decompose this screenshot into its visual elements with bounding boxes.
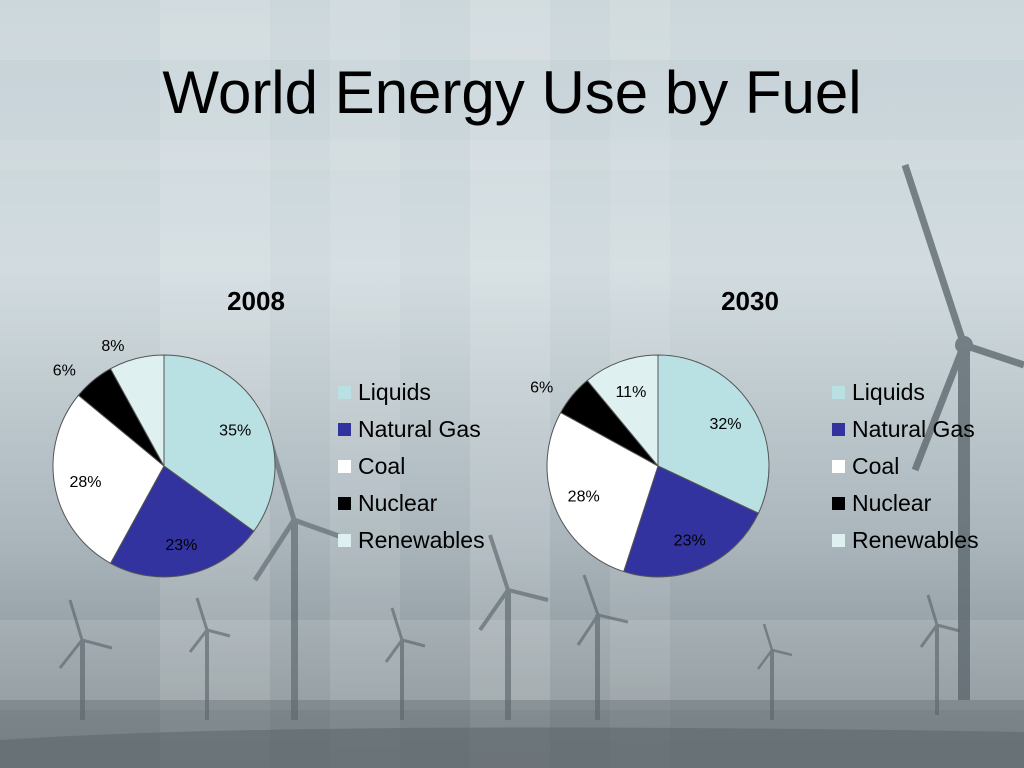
legend-item-nuclear: Nuclear [832, 485, 979, 522]
legend-2008: Liquids Natural Gas Coal Nuclear Renewables [338, 374, 485, 559]
legend-item-liquids: Liquids [832, 374, 979, 411]
legend-swatch-renewables [832, 534, 845, 547]
data-label-renewables: 8% [101, 338, 124, 355]
legend-item-natural-gas: Natural Gas [338, 411, 485, 448]
legend-item-natural-gas: Natural Gas [832, 411, 979, 448]
pie-slice-renewables [586, 354, 659, 468]
slide-title: World Energy Use by Fuel [162, 59, 862, 126]
pie-slice-natural-gas [623, 465, 760, 578]
data-label-liquids: 35% [219, 423, 251, 440]
legend-swatch-nuclear [338, 497, 351, 510]
chart-title-2008: 2008 [227, 286, 285, 316]
data-label-natural-gas: 23% [165, 537, 197, 554]
pie-slice-coal [546, 411, 659, 573]
data-label-coal: 28% [69, 474, 101, 491]
legend-label-nuclear: Nuclear [358, 490, 438, 516]
pie-slice-liquids [163, 354, 276, 532]
legend-item-coal: Coal [832, 448, 979, 485]
legend-label-coal: Coal [852, 453, 900, 479]
legend-swatch-natural-gas [338, 423, 351, 436]
legend-label-renewables: Renewables [852, 527, 979, 553]
pie-chart-2030: 32% 23% 28% 6% 11% [530, 354, 770, 578]
legend-2030: Liquids Natural Gas Coal Nuclear Renewables [832, 374, 979, 559]
pie-slice-coal [52, 394, 165, 564]
legend-item-liquids: Liquids [338, 374, 485, 411]
legend-item-nuclear: Nuclear [338, 485, 485, 522]
data-label-renewables: 11% [615, 384, 646, 401]
legend-swatch-natural-gas [832, 423, 845, 436]
legend-item-coal: Coal [338, 448, 485, 485]
legend-item-renewables: Renewables [832, 522, 979, 559]
legend-label-nuclear: Nuclear [852, 490, 932, 516]
data-label-natural-gas: 23% [674, 532, 706, 549]
legend-label-coal: Coal [358, 453, 406, 479]
legend-item-renewables: Renewables [338, 522, 485, 559]
pie-slice-natural-gas [109, 465, 255, 578]
chart-title-2030: 2030 [721, 286, 779, 316]
data-label-coal: 28% [568, 488, 600, 505]
legend-swatch-coal [832, 460, 845, 473]
legend-swatch-renewables [338, 534, 351, 547]
data-label-nuclear: 6% [53, 363, 76, 380]
pie-slice-renewables [109, 354, 165, 467]
legend-label-liquids: Liquids [358, 379, 431, 405]
legend-swatch-nuclear [832, 497, 845, 510]
data-label-nuclear: 6% [530, 379, 553, 396]
legend-label-renewables: Renewables [358, 527, 485, 553]
legend-label-liquids: Liquids [852, 379, 925, 405]
data-label-liquids: 32% [709, 416, 741, 433]
pie-slice-liquids [657, 354, 770, 514]
legend-swatch-liquids [338, 386, 351, 399]
legend-label-natural-gas: Natural Gas [852, 416, 975, 442]
legend-swatch-liquids [832, 386, 845, 399]
pie-chart-2008: 35% 23% 28% 6% 8% [52, 338, 276, 578]
legend-swatch-coal [338, 460, 351, 473]
legend-label-natural-gas: Natural Gas [358, 416, 481, 442]
